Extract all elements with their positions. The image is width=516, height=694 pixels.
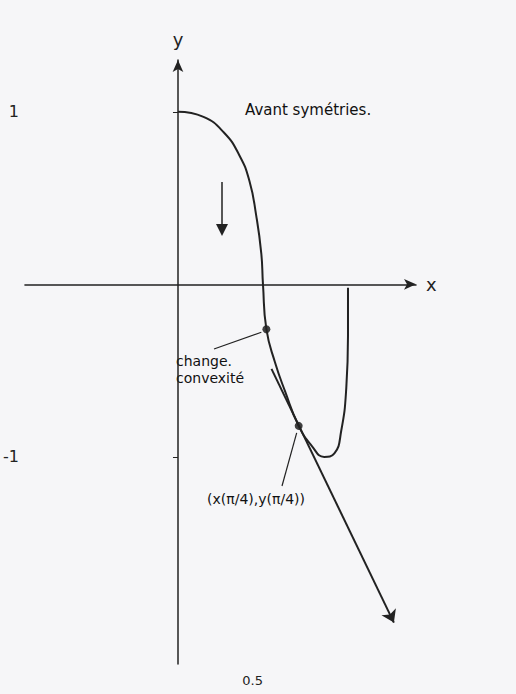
- svg-text:Avant symétries.: Avant symétries.: [245, 101, 371, 119]
- svg-text:-1: -1: [3, 447, 19, 466]
- svg-text:convexité: convexité: [176, 370, 244, 386]
- svg-text:change.: change.: [176, 353, 236, 369]
- svg-text:y: y: [173, 29, 184, 50]
- svg-text:1: 1: [9, 102, 19, 121]
- svg-text:0.5: 0.5: [242, 673, 263, 688]
- svg-text:x: x: [426, 274, 437, 295]
- svg-text:(x(π/4),y(π/4)): (x(π/4),y(π/4)): [207, 491, 305, 507]
